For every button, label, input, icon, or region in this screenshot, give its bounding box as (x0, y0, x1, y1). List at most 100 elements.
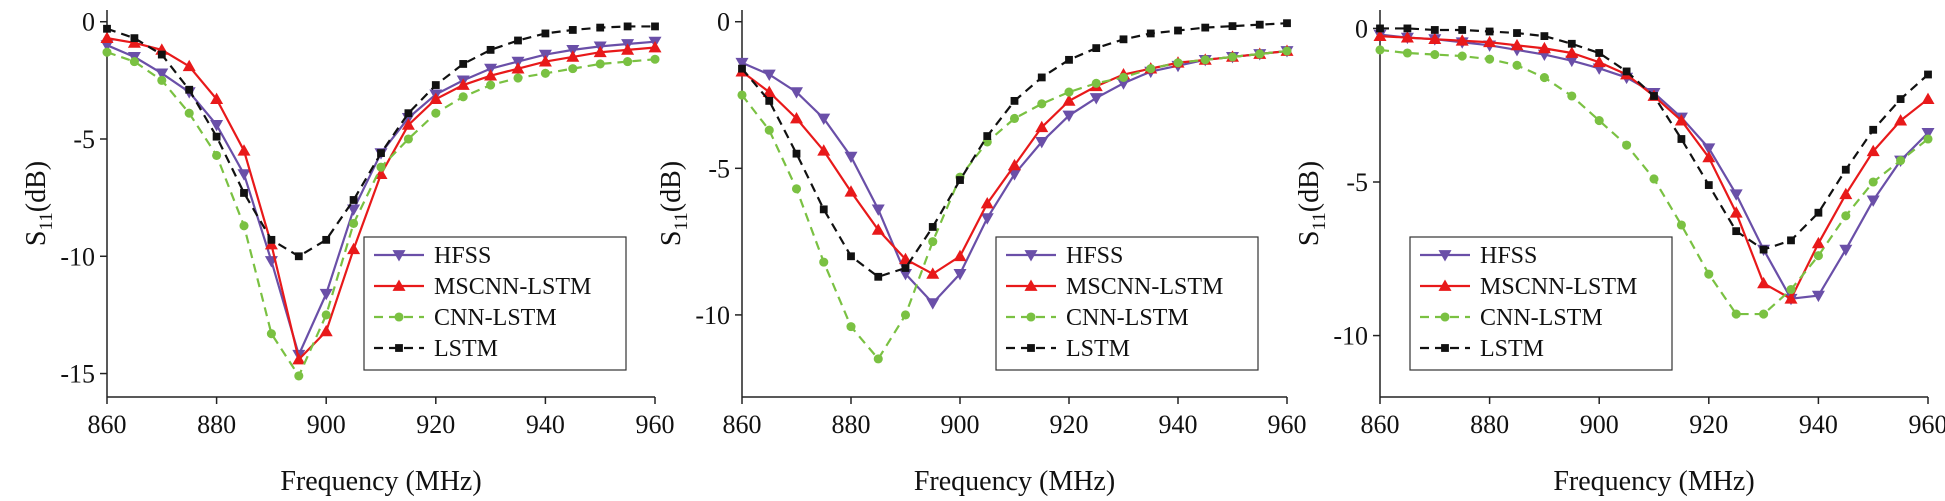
y-tick-label: -15 (60, 360, 95, 389)
data-point (347, 242, 361, 255)
x-tick-label: 860 (723, 410, 762, 439)
data-point (871, 223, 885, 235)
data-point (1255, 49, 1265, 59)
data-point (157, 50, 166, 59)
y-axis-label: S11(dB) (21, 161, 57, 246)
data-point (621, 43, 635, 55)
legend-marker (1024, 250, 1038, 262)
data-point (486, 45, 495, 54)
data-point (459, 60, 468, 68)
y-tick-label: -5 (708, 154, 730, 183)
data-point (401, 118, 415, 130)
data-point (623, 22, 632, 31)
data-point (648, 41, 662, 53)
data-point (1146, 29, 1155, 38)
data-point (103, 24, 111, 33)
data-point (185, 85, 194, 94)
x-axis-label: Frequency (MHz) (1553, 466, 1754, 497)
x-tick-label: 960 (1909, 410, 1945, 439)
data-point (1009, 113, 1020, 124)
data-point (1592, 55, 1606, 68)
data-point (1513, 29, 1521, 37)
legend-marker (1440, 312, 1450, 322)
legend-label: CNN-LSTM (1066, 305, 1189, 331)
data-point (1403, 24, 1412, 33)
x-axis-label: Frequency (MHz) (914, 466, 1115, 497)
y-label-unit: (dB) (1294, 161, 1325, 212)
data-point (1092, 44, 1101, 53)
y-tick-label: 0 (82, 8, 95, 37)
data-point (1255, 20, 1264, 29)
y-tick-label: 0 (717, 8, 730, 37)
data-point (1896, 155, 1906, 166)
y-label-sub: 11 (671, 212, 692, 230)
data-point (1402, 48, 1412, 58)
legend-marker (394, 312, 404, 322)
data-point (486, 80, 496, 90)
data-point (1565, 55, 1579, 68)
data-point (900, 310, 911, 320)
data-point (1282, 46, 1292, 56)
data-point (928, 223, 937, 231)
data-point (100, 31, 114, 44)
y-tick-label: -10 (695, 301, 730, 330)
data-point (1732, 227, 1741, 236)
data-point (765, 96, 774, 105)
data-point (514, 36, 522, 45)
data-point (926, 298, 940, 310)
data-point (874, 272, 883, 281)
data-point (762, 85, 776, 97)
data-point (1649, 174, 1659, 184)
data-point (1923, 134, 1933, 144)
x-tick-label: 960 (1268, 410, 1307, 439)
data-point (1595, 49, 1604, 57)
data-point (511, 62, 525, 74)
data-point (928, 237, 938, 247)
data-point (1037, 73, 1046, 82)
data-point (983, 132, 992, 140)
data-point (1064, 87, 1074, 97)
data-point (210, 92, 224, 105)
data-point (738, 64, 746, 73)
data-point (1283, 19, 1291, 28)
x-tick-label: 920 (416, 410, 455, 439)
data-point (1814, 208, 1823, 217)
y-tick-label: 0 (1355, 14, 1368, 43)
data-point (1811, 290, 1825, 303)
data-point (1537, 41, 1551, 54)
data-point (1921, 92, 1935, 104)
data-point (1485, 54, 1495, 64)
legend-label: HFSS (1066, 243, 1123, 269)
data-point (871, 204, 885, 216)
data-point (1729, 206, 1743, 218)
data-point (540, 68, 550, 78)
data-point (568, 64, 578, 74)
data-point (1757, 276, 1771, 289)
data-point (155, 68, 169, 80)
legend-label: HFSS (1480, 243, 1537, 269)
data-point (1035, 120, 1049, 133)
data-point (130, 34, 139, 43)
y-tick-label: -5 (73, 125, 95, 154)
data-point (1430, 26, 1439, 34)
data-point (212, 150, 222, 160)
data-point (349, 196, 358, 204)
legend-marker (1438, 250, 1452, 262)
data-point (623, 57, 633, 67)
data-point (1650, 92, 1658, 100)
data-point (1567, 91, 1577, 101)
data-point (844, 185, 858, 197)
data-point (1174, 26, 1182, 35)
data-point (1674, 114, 1688, 126)
data-point (817, 113, 831, 125)
data-point (1428, 32, 1442, 45)
data-point (1173, 58, 1183, 68)
legend-marker (392, 279, 406, 291)
data-point (1117, 78, 1130, 90)
x-tick-label: 940 (1799, 410, 1838, 439)
data-point (790, 87, 803, 99)
y-label-sub: 11 (1309, 212, 1330, 230)
data-point (1201, 23, 1210, 32)
legend-label: LSTM (1480, 336, 1544, 362)
data-point (926, 267, 940, 279)
